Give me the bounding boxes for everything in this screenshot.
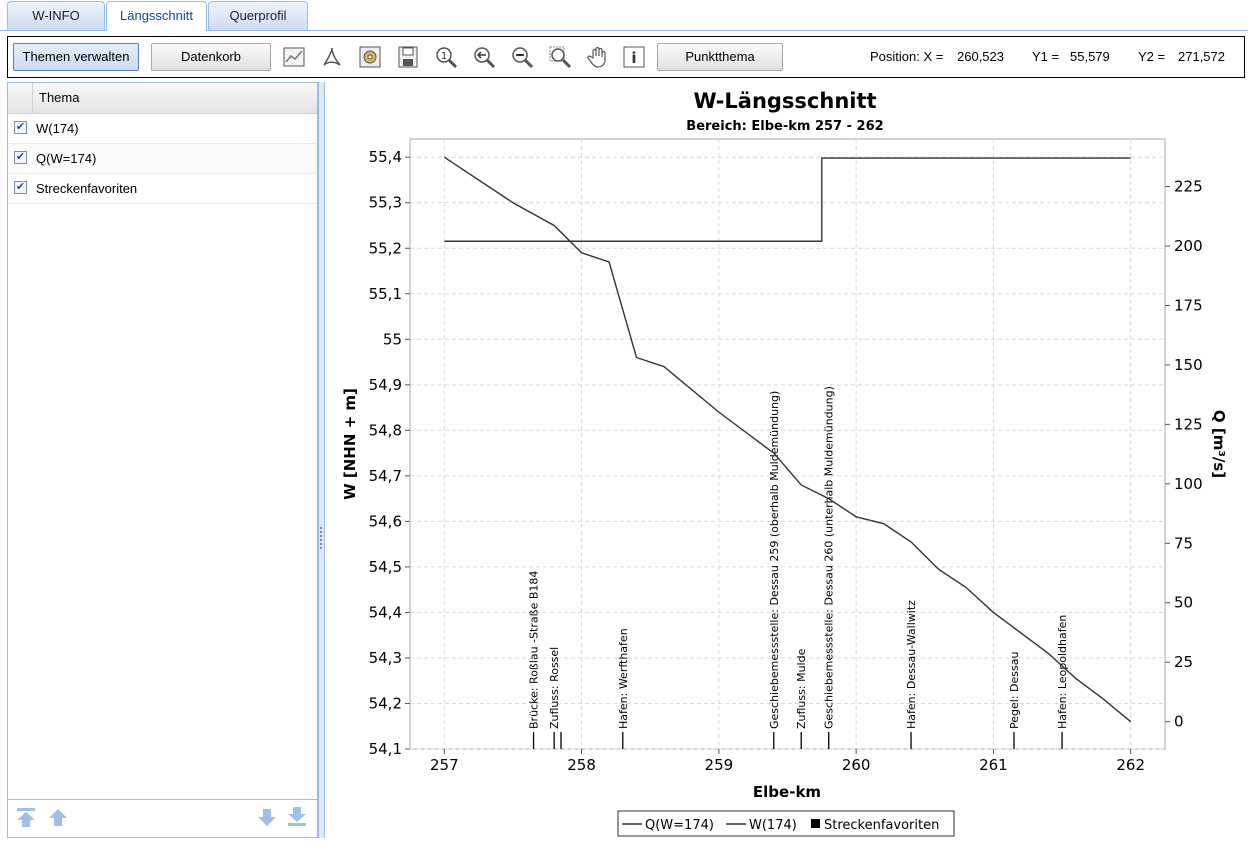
data-basket-button[interactable]: Datenkorb (151, 43, 271, 71)
favorite-label: Brücke: Roßlau -Straße B184 (528, 571, 541, 729)
position-y1-label: Y1 = (1032, 49, 1060, 64)
laengsschnitt-chart: W-Längsschnitt Bereich: Elbe-km 257 - 26… (341, 89, 1228, 837)
y2-tick-label: 75 (1174, 534, 1193, 552)
theme-checkbox[interactable]: ✔ (14, 121, 27, 134)
theme-checkbox[interactable]: ✔ (14, 151, 27, 164)
chart-title: W-Längsschnitt (693, 89, 876, 113)
y-tick-label: 54,5 (369, 558, 402, 576)
chart-legend: Q(W=174) W(174) Streckenfavoriten (617, 810, 955, 837)
y-tick-label: 54,4 (369, 603, 402, 621)
zoom-reset-icon[interactable]: 1 (432, 43, 460, 71)
y2-tick-label: 25 (1174, 653, 1193, 671)
y2-tick-label: 50 (1174, 594, 1193, 612)
y2-tick-label: 225 (1174, 178, 1203, 196)
favorite-label: Zufluss: Mulde (795, 648, 808, 729)
y-tick-label: 54,8 (369, 421, 402, 439)
tab-laengsschnitt[interactable]: Längsschnitt (106, 1, 207, 31)
theme-row[interactable]: ✔ Streckenfavoriten (8, 174, 317, 204)
y2-tick-label: 125 (1174, 415, 1203, 433)
csv-export-icon[interactable] (394, 43, 422, 71)
legend-entry: Q(W=174) (645, 818, 714, 833)
y-tick-label: 54,1 (369, 740, 402, 758)
y-tick-label: 54,3 (369, 649, 402, 667)
theme-panel: Thema ✔ W(174) ✔ Q(W=174) ✔ Streckenfavo… (7, 82, 318, 800)
pdf-icon[interactable] (318, 43, 346, 71)
series-line-w (443, 156, 1132, 723)
pan-back-icon[interactable] (470, 43, 498, 71)
y-tick-label: 55,3 (369, 194, 402, 212)
tab-querprofil[interactable]: Querprofil (208, 1, 308, 30)
theme-order-bar (7, 800, 318, 838)
move-bottom-icon[interactable] (285, 806, 309, 830)
info-icon[interactable]: i (620, 43, 648, 71)
settings-gear-icon[interactable] (356, 43, 384, 71)
theme-label: Streckenfavoriten (36, 181, 138, 196)
theme-label: Q(W=174) (36, 151, 97, 166)
y2-tick-label: 175 (1174, 296, 1203, 314)
themes-manage-button[interactable]: Themen verwalten (13, 43, 139, 71)
tab-bar: W-INFO Längsschnitt Querprofil (0, 0, 1248, 31)
x-tick-label: 257 (430, 756, 459, 774)
y-tick-label: 54,7 (369, 467, 402, 485)
zoom-out-icon[interactable] (508, 43, 536, 71)
move-top-icon[interactable] (14, 806, 38, 830)
favorite-label: Zufluss: Rossel (548, 647, 561, 729)
series-line-q (444, 157, 1131, 242)
legend-entry: W(174) (749, 818, 797, 833)
favorite-label: Hafen: Dessau-Wallwitz (905, 600, 918, 729)
zoom-box-icon[interactable] (546, 43, 574, 71)
move-up-icon[interactable] (46, 806, 70, 830)
theme-checkbox[interactable]: ✔ (14, 181, 27, 194)
theme-grid-header: Thema (8, 83, 317, 114)
legend-entry: Streckenfavoriten (824, 818, 939, 833)
y2-tick-label: 200 (1174, 237, 1203, 255)
theme-column-header[interactable]: Thema (39, 90, 80, 105)
x-tick-label: 259 (705, 756, 734, 774)
chart-toolbar: Themen verwalten Datenkorb 1 i Punktthem… (7, 36, 1245, 78)
y-tick-label: 54,9 (369, 376, 402, 394)
panel-splitter[interactable] (318, 82, 325, 838)
favorite-label: Hafen: Werfthafen (617, 628, 630, 729)
favorite-label: Geschiebemessstelle: Dessau 259 (oberhal… (768, 391, 781, 729)
position-y2-label: Y2 = (1138, 49, 1166, 64)
pan-hand-icon[interactable] (584, 43, 612, 71)
y2-tick-label: 100 (1174, 475, 1203, 493)
y-tick-label: 55 (383, 330, 402, 348)
x-tick-label: 262 (1116, 756, 1145, 774)
position-x-value: 260,523 (957, 49, 1004, 64)
y-tick-label: 55,1 (369, 285, 402, 303)
position-x-label: Position: X = (870, 49, 944, 64)
x-tick-label: 260 (842, 756, 871, 774)
position-y1-value: 55,579 (1070, 49, 1110, 64)
y-tick-label: 54,6 (369, 512, 402, 530)
move-down-icon[interactable] (255, 806, 279, 830)
y-axis-label: W [NHN + m] (341, 388, 359, 500)
point-theme-button[interactable]: Punktthema (657, 43, 783, 71)
favorite-label: Pegel: Dessau (1008, 652, 1021, 729)
chart-config-icon[interactable] (280, 43, 308, 71)
x-tick-label: 261 (979, 756, 1008, 774)
y2-tick-label: 0 (1174, 713, 1184, 731)
position-y2-value: 271,572 (1178, 49, 1225, 64)
y-tick-label: 55,2 (369, 239, 402, 257)
theme-row[interactable]: ✔ W(174) (8, 114, 317, 144)
chart-subtitle: Bereich: Elbe-km 257 - 262 (686, 119, 883, 134)
y2-tick-label: 150 (1174, 356, 1203, 374)
svg-text:1: 1 (441, 51, 447, 62)
y-tick-label: 54,2 (369, 694, 402, 712)
theme-row[interactable]: ✔ Q(W=174) (8, 144, 317, 174)
y-tick-label: 55,4 (369, 148, 402, 166)
favorite-label: Geschiebemessstelle: Dessau 260 (unterha… (823, 386, 836, 729)
x-axis-label: Elbe-km (753, 783, 821, 801)
y2-axis-label: Q [m³/s] (1210, 410, 1228, 478)
x-tick-label: 258 (567, 756, 596, 774)
theme-label: W(174) (36, 121, 79, 136)
svg-text:i: i (631, 49, 636, 67)
tab-w-info[interactable]: W-INFO (7, 1, 105, 30)
favorite-label: Hafen: Leopoldhafen (1056, 615, 1069, 729)
